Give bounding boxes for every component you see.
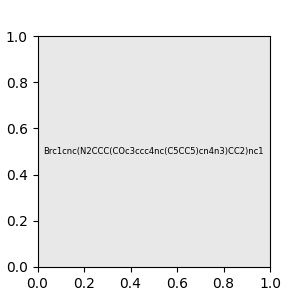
Text: Brc1cnc(N2CCC(COc3ccc4nc(C5CC5)cn4n3)CC2)nc1: Brc1cnc(N2CCC(COc3ccc4nc(C5CC5)cn4n3)CC2… — [44, 147, 264, 156]
